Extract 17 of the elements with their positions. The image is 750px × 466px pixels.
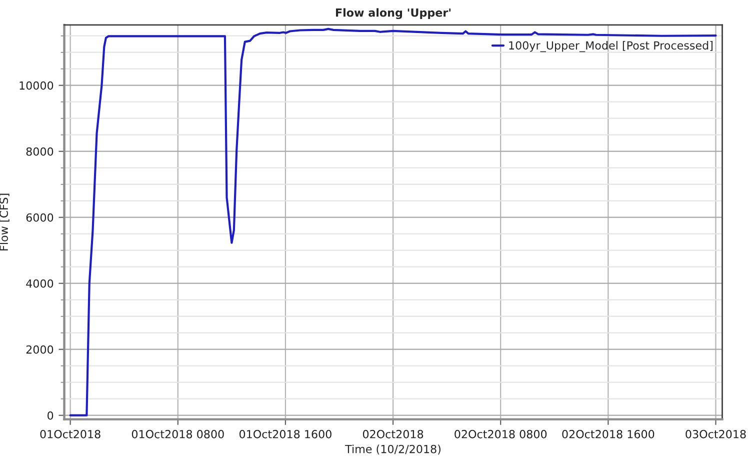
x-tick-label: 01Oct2018 0800 [132,430,224,438]
y-tick-label: 4000 [26,279,54,288]
chart-title: Flow along 'Upper' [336,8,450,20]
legend-label: 100yr_Upper_Model [Post Processed] [509,41,712,52]
y-tick-label: 10000 [20,81,54,90]
x-tick-label: 03Oct2018 [686,430,746,438]
x-axis-title: Time (10/2/2018) [345,444,440,455]
x-tick-label: 01Oct2018 [40,430,100,438]
y-tick-label: 6000 [26,213,54,222]
x-tick-label: 01Oct2018 1600 [239,430,332,438]
line-series [69,28,717,416]
y-tick-label: 2000 [26,345,54,354]
y-tick-label: 0 [48,411,54,420]
x-tick-label: 02Oct2018 0800 [454,430,547,438]
x-tick-label: 02Oct2018 [362,430,424,438]
x-tick-label: 02Oct2018 1600 [562,430,654,438]
y-tick-label: 8000 [26,147,54,156]
